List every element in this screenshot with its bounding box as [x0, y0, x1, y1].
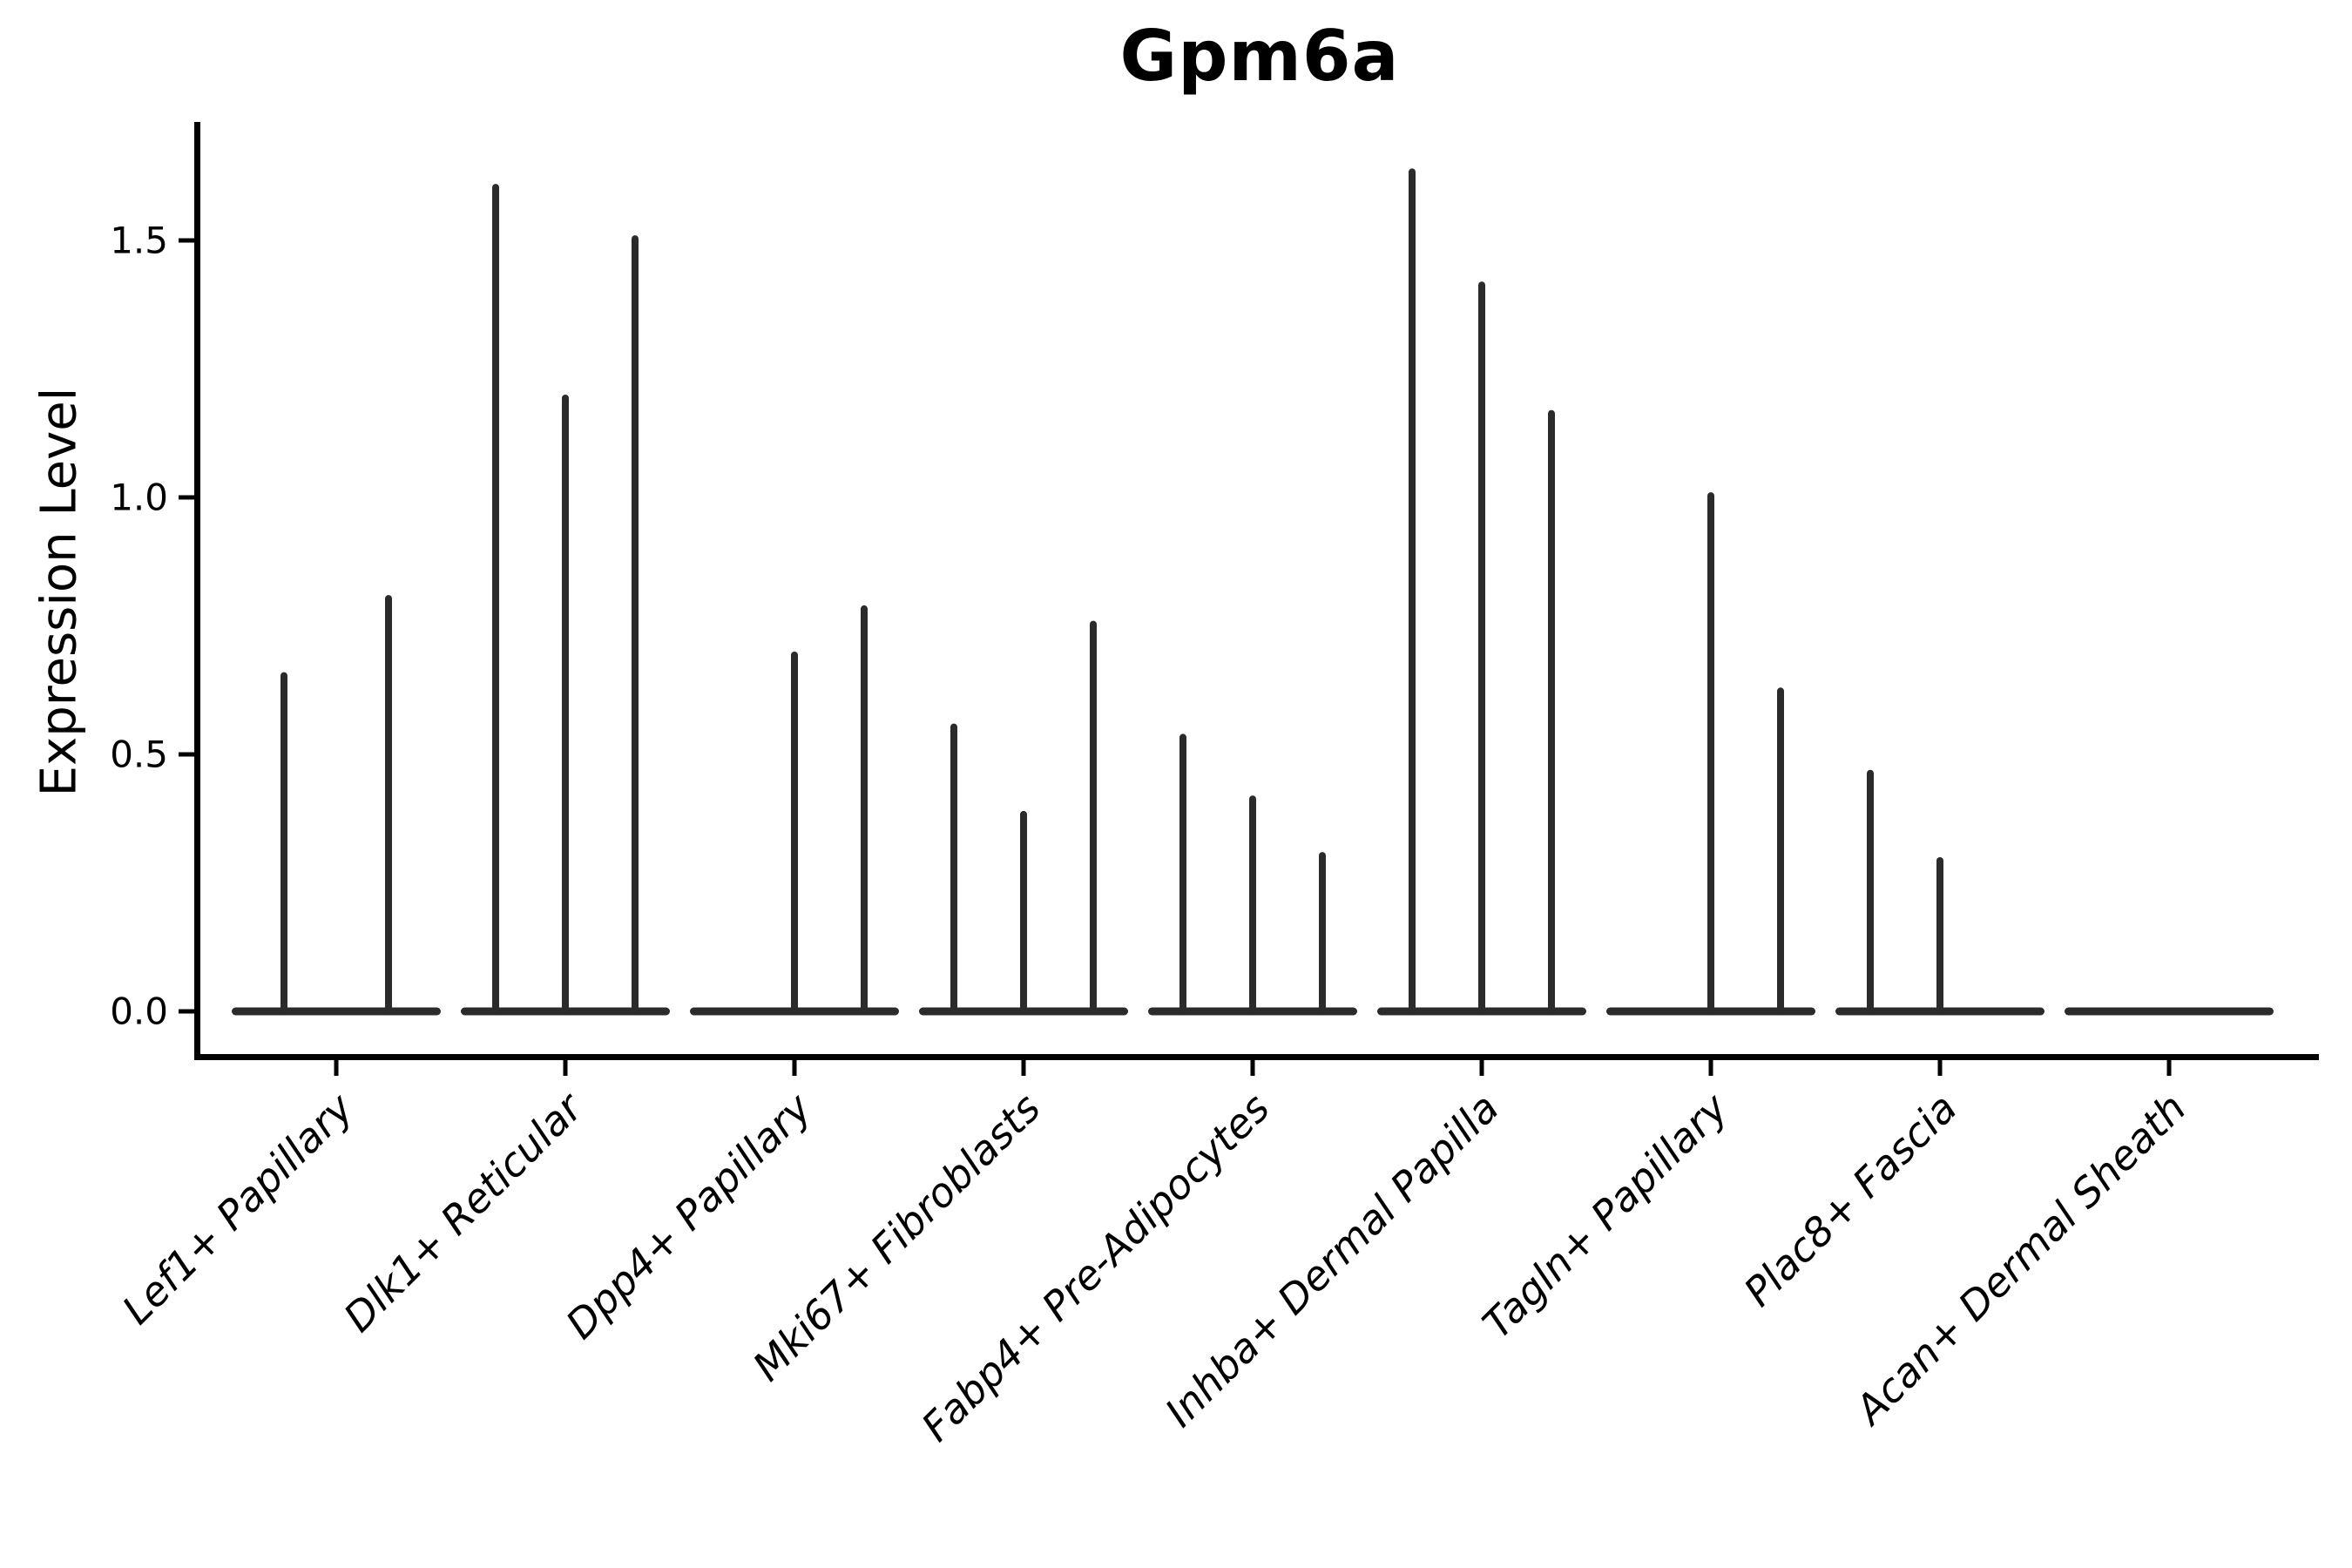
y-tick-label: 0.0 [110, 990, 168, 1033]
violin-spike [1936, 857, 1943, 1011]
x-tick [1479, 1060, 1484, 1076]
x-tick [1021, 1060, 1026, 1076]
y-tick-label: 1.0 [110, 476, 168, 519]
violin-baseline [2065, 1007, 2274, 1016]
x-axis-spine [194, 1054, 2319, 1060]
x-tick [792, 1060, 797, 1076]
violin-spike [1548, 409, 1555, 1011]
violin-spike [492, 184, 499, 1012]
violin-spike [861, 605, 868, 1011]
violin-spike [1478, 281, 1485, 1011]
x-tick-label: Tagln+ Papillary [1473, 1084, 1737, 1348]
violin-spike [562, 395, 569, 1011]
violin-spike [1179, 733, 1186, 1011]
y-axis-spine [194, 122, 200, 1060]
violin-spike [1777, 687, 1784, 1011]
y-tick [179, 1009, 194, 1014]
x-tick [1708, 1060, 1713, 1076]
violin-spike [1249, 795, 1256, 1011]
violin-spike [1090, 620, 1097, 1011]
violin-spike [632, 235, 639, 1012]
violin-spike [1319, 852, 1326, 1011]
y-tick [179, 752, 194, 757]
violin-spike [1867, 769, 1874, 1011]
y-tick [179, 238, 194, 243]
violin-baseline [232, 1007, 441, 1016]
violin-spike [950, 723, 957, 1011]
y-tick-label: 0.5 [110, 733, 168, 776]
x-tick-label: Plac8+ Fascia [1734, 1085, 1965, 1315]
x-tick-label: Dpp4+ Papillary [557, 1084, 821, 1348]
violin-spike [385, 595, 392, 1011]
y-tick [179, 495, 194, 500]
x-tick [334, 1060, 339, 1076]
violin-spike [1409, 168, 1416, 1011]
x-tick-label: Lef1+ Papillary [113, 1084, 362, 1333]
violin-spike [791, 652, 798, 1011]
violin-spike [1707, 492, 1714, 1011]
violin-spike [1020, 810, 1027, 1011]
violin-spike [280, 672, 287, 1011]
x-tick [1937, 1060, 1943, 1076]
x-tick-label: Dlk1+ Reticular [335, 1082, 593, 1341]
x-tick [563, 1060, 568, 1076]
x-tick [1250, 1060, 1255, 1076]
x-tick [2166, 1060, 2172, 1076]
chart-title: Gpm6a [1119, 16, 1400, 97]
y-tick-label: 1.5 [110, 220, 168, 262]
